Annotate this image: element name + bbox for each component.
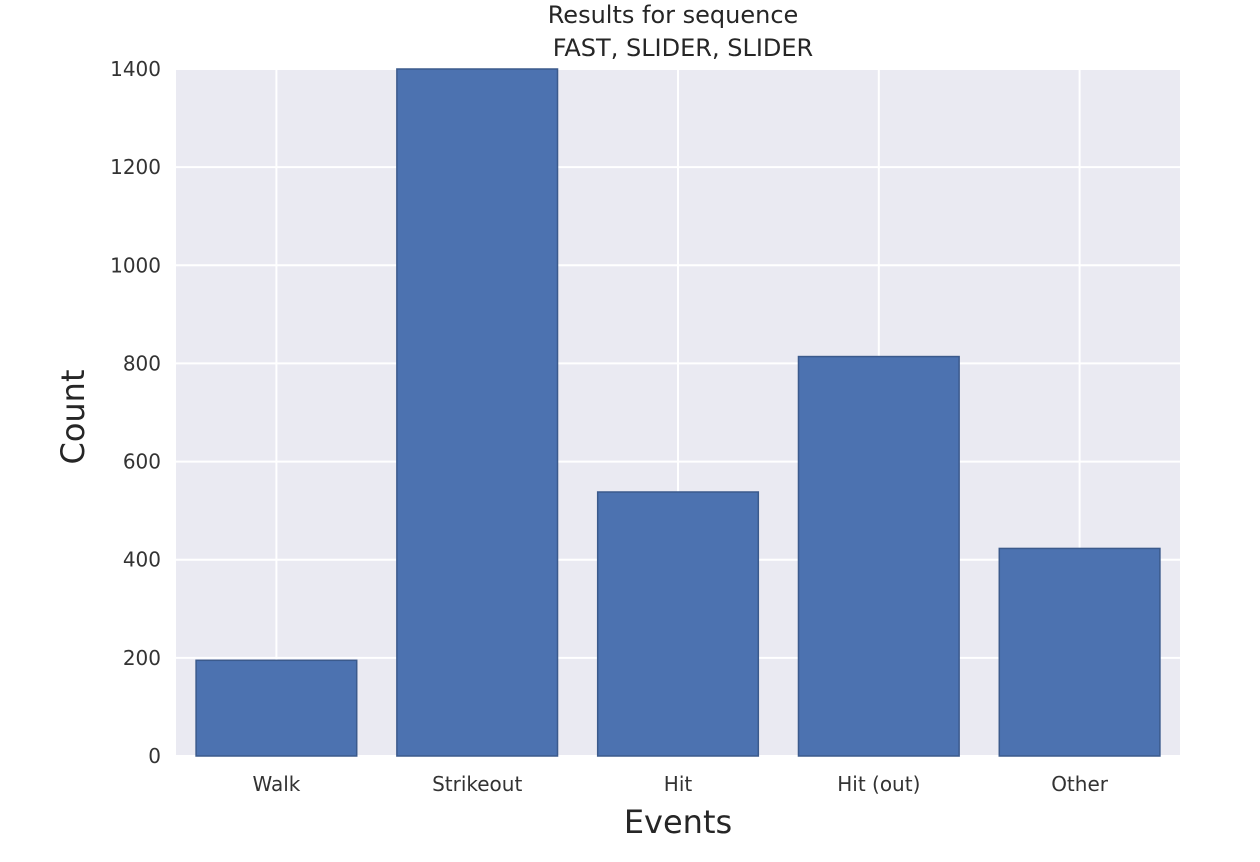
- y-tick-label: 600: [123, 450, 161, 474]
- bar-hit: [596, 491, 760, 757]
- y-tick-label: 1000: [110, 253, 161, 277]
- x-axis-label: Events: [624, 803, 732, 841]
- bar-strikeout: [396, 68, 559, 757]
- bar-hit-out: [797, 355, 960, 757]
- x-tick-label: Walk: [252, 772, 300, 796]
- y-tick-label: 1400: [110, 57, 161, 81]
- x-axis-ticks: Walk Strikeout Hit Hit (out) Other: [252, 772, 1108, 796]
- chart-subtitle: FAST, SLIDER, SLIDER: [553, 34, 813, 62]
- bar-walk: [195, 659, 358, 757]
- y-tick-label: 1200: [110, 155, 161, 179]
- y-tick-label: 400: [123, 548, 161, 572]
- y-axis-ticks: 0 200 400 600 800 1000 1200 1400: [110, 57, 161, 768]
- chart-title: Results for sequence: [548, 1, 799, 29]
- y-axis-label: Count: [54, 369, 92, 464]
- y-tick-label: 200: [123, 646, 161, 670]
- bar-other: [998, 547, 1161, 757]
- x-tick-label: Hit: [664, 772, 693, 796]
- bars: [195, 68, 1161, 757]
- y-tick-label: 0: [148, 744, 161, 768]
- x-tick-label: Strikeout: [432, 772, 522, 796]
- x-tick-label: Hit (out): [837, 772, 920, 796]
- x-tick-label: Other: [1051, 772, 1109, 796]
- y-tick-label: 800: [123, 351, 161, 375]
